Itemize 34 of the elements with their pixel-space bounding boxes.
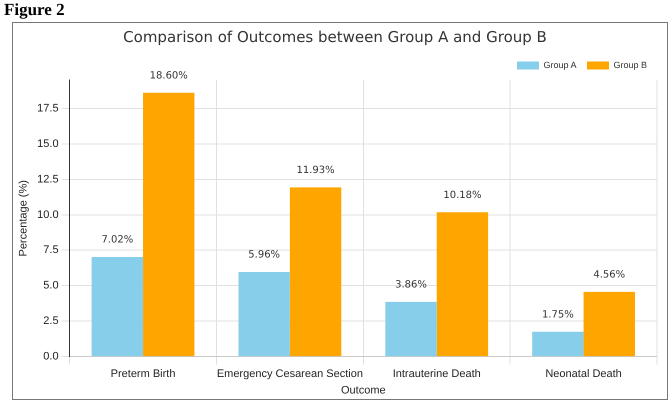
bar — [436, 212, 488, 356]
x-tick-label: Preterm Birth — [110, 368, 176, 380]
y-tick-label: 7.5 — [43, 244, 59, 256]
data-label: 11.93% — [296, 164, 335, 176]
data-label: 1.75% — [542, 309, 574, 320]
bar — [143, 92, 194, 356]
y-tick-label: 10.0 — [37, 208, 59, 221]
bar — [92, 257, 144, 356]
data-label: 4.56% — [593, 270, 626, 281]
caption: Figure 2 — [4, 0, 65, 20]
data-label: 5.96% — [248, 250, 280, 261]
bar — [532, 332, 584, 356]
bar — [238, 272, 290, 356]
y-tick-label: 15.0 — [37, 138, 59, 150]
legend-label: Group B — [613, 60, 648, 70]
bar — [290, 187, 342, 356]
x-tick-label: Emergency Cesarean Section — [216, 368, 363, 380]
legend-label: Group A — [543, 60, 576, 70]
y-tick-label: 17.5 — [37, 102, 59, 114]
x-axis-title: Outcome — [340, 384, 386, 396]
x-tick-label: Intrauterine Death — [392, 368, 481, 380]
data-label: 18.60% — [150, 70, 188, 82]
y-axis-title: Percentage (%) — [18, 180, 30, 257]
data-label: 10.18% — [443, 190, 482, 201]
y-tick-label: 2.5 — [43, 315, 59, 328]
data-label: 3.86% — [395, 279, 427, 290]
bar — [584, 292, 635, 356]
data-label: 7.02% — [101, 234, 134, 246]
y-tick-label: 0.0 — [43, 350, 59, 363]
y-tick-label: 12.5 — [37, 173, 59, 186]
chart-title: Comparison of Outcomes between Group A and Group B — [123, 28, 547, 46]
bar — [385, 302, 437, 356]
y-tick-label: 5.0 — [43, 280, 59, 292]
x-tick-label: Neonatal Death — [545, 368, 622, 380]
